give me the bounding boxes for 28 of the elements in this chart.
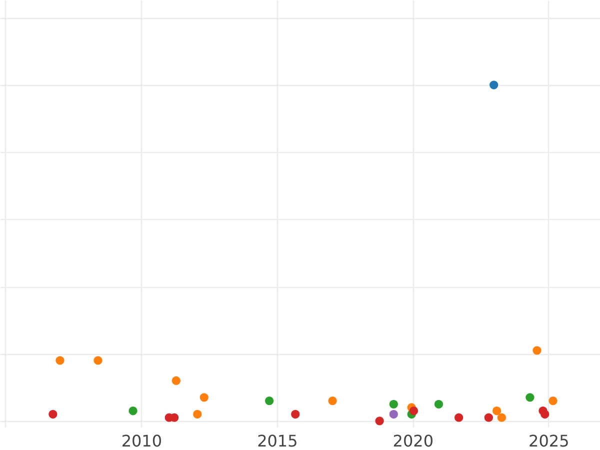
point	[48, 410, 58, 419]
point	[548, 396, 558, 406]
point	[454, 413, 464, 422]
x-tick-label: 2025	[528, 432, 570, 450]
point	[389, 400, 398, 408]
point	[328, 396, 337, 406]
point	[497, 413, 506, 422]
point	[526, 393, 534, 402]
point	[56, 356, 64, 365]
point	[490, 80, 498, 90]
point	[540, 410, 550, 419]
point	[200, 393, 208, 402]
point	[484, 413, 494, 422]
point	[409, 406, 418, 416]
point	[264, 396, 274, 406]
point	[291, 410, 300, 419]
x-tick-label: 2020	[392, 432, 434, 450]
point	[434, 400, 444, 408]
x-tick-label: 2015	[257, 432, 298, 450]
point	[94, 356, 102, 365]
x-tick-label: 2010	[121, 432, 162, 450]
point	[532, 346, 542, 355]
point	[389, 410, 398, 419]
point	[375, 416, 384, 426]
point	[128, 406, 138, 416]
point	[172, 376, 181, 385]
point	[193, 410, 202, 419]
point	[492, 406, 502, 416]
